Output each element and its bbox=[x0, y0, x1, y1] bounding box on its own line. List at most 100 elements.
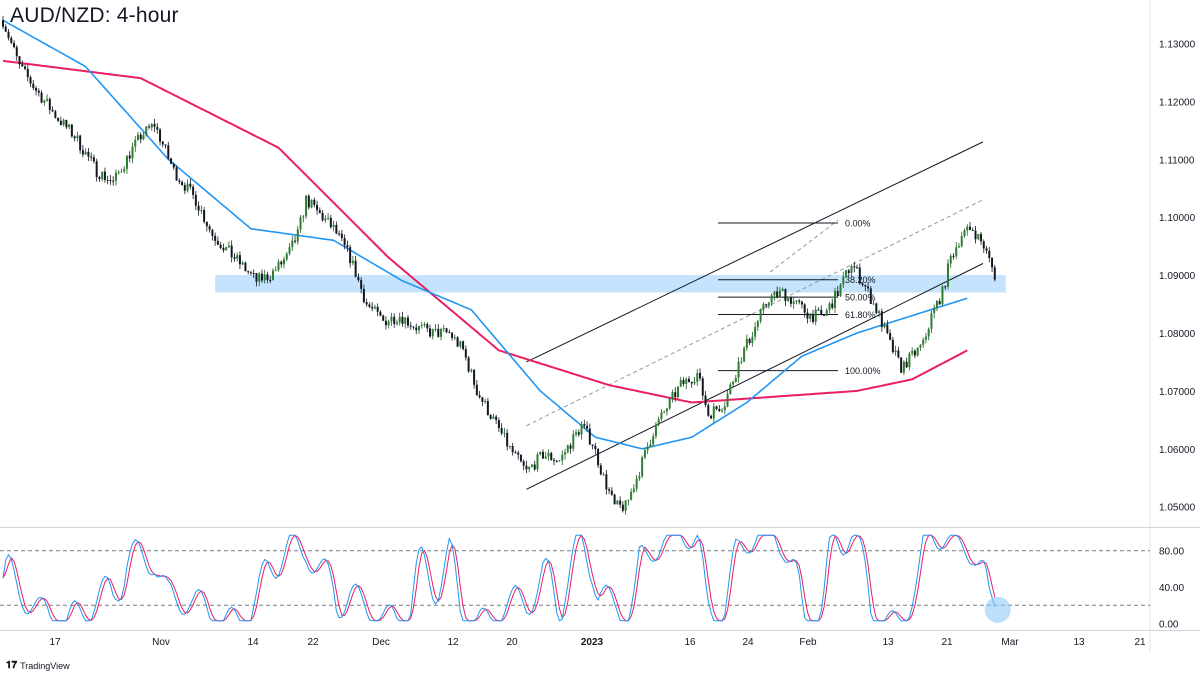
candle-body bbox=[101, 171, 104, 180]
candle-body bbox=[313, 199, 316, 205]
candle-body bbox=[172, 163, 175, 168]
candle-body bbox=[756, 321, 759, 328]
candle-body bbox=[905, 361, 908, 368]
candle-body bbox=[316, 204, 319, 211]
candle-body bbox=[969, 226, 972, 230]
price-axis-tick-label: 1.11000 bbox=[1159, 155, 1195, 166]
candle-body bbox=[153, 123, 156, 127]
candle-body bbox=[902, 361, 905, 373]
candle-body bbox=[393, 316, 396, 324]
candle-body bbox=[974, 230, 977, 240]
candle-body bbox=[900, 357, 903, 373]
fib-level-label: 0.00% bbox=[845, 218, 871, 228]
candle-body bbox=[734, 377, 737, 382]
candle-body bbox=[497, 420, 500, 428]
candle-body bbox=[98, 177, 101, 180]
candle-body bbox=[131, 146, 134, 159]
candle-body bbox=[701, 378, 704, 396]
candle-body bbox=[114, 172, 117, 181]
candle-body bbox=[861, 283, 864, 286]
candle-body bbox=[991, 258, 994, 268]
candle-body bbox=[737, 361, 740, 378]
candle-body bbox=[255, 273, 258, 282]
candle-body bbox=[112, 180, 115, 182]
candle-body bbox=[62, 119, 65, 126]
candle-body bbox=[690, 381, 693, 384]
candle-body bbox=[941, 286, 944, 305]
candle-body bbox=[125, 155, 128, 169]
candle-body bbox=[145, 126, 148, 136]
channel-mid-line bbox=[526, 199, 984, 427]
candle-body bbox=[263, 274, 266, 281]
candle-body bbox=[933, 307, 936, 314]
candle-body bbox=[285, 253, 288, 260]
candle-body bbox=[685, 378, 688, 384]
candle-body bbox=[401, 316, 404, 324]
candle-body bbox=[335, 224, 338, 234]
candle-body bbox=[120, 171, 123, 173]
candle-body bbox=[853, 266, 856, 268]
candle-body bbox=[597, 449, 600, 466]
candle-body bbox=[836, 290, 839, 297]
candle-body bbox=[674, 392, 677, 398]
candle-body bbox=[789, 296, 792, 304]
candle-body bbox=[922, 339, 925, 345]
candle-body bbox=[357, 276, 360, 281]
candle-body bbox=[676, 386, 679, 398]
candle-body bbox=[156, 126, 159, 130]
candle-body bbox=[456, 337, 459, 347]
candle-body bbox=[558, 460, 561, 462]
candle-body bbox=[723, 406, 726, 411]
candle-body bbox=[81, 150, 84, 155]
candle-body bbox=[87, 151, 90, 157]
candle-body bbox=[575, 432, 578, 435]
candle-body bbox=[726, 394, 729, 407]
candle-body bbox=[429, 328, 432, 337]
fib-level-label: 100.00% bbox=[845, 366, 881, 376]
candle-body bbox=[222, 248, 225, 251]
candle-body bbox=[406, 317, 409, 326]
candle-body bbox=[787, 296, 790, 301]
candle-body bbox=[850, 266, 853, 274]
candle-body bbox=[426, 324, 429, 329]
candle-body bbox=[79, 135, 82, 151]
candle-body bbox=[194, 194, 197, 206]
candle-body bbox=[379, 311, 382, 316]
time-axis-tick-label: 14 bbox=[247, 637, 259, 648]
candle-body bbox=[858, 267, 861, 284]
candle-body bbox=[988, 250, 991, 259]
time-axis-tick-label: 21 bbox=[1134, 637, 1146, 648]
price-axis-tick-label: 1.08000 bbox=[1159, 329, 1196, 340]
candle-body bbox=[244, 262, 247, 272]
candle-body bbox=[117, 171, 120, 173]
candle-body bbox=[616, 500, 619, 505]
candle-body bbox=[643, 450, 646, 458]
price-axis-tick-label: 1.07000 bbox=[1159, 387, 1196, 398]
candle-body bbox=[834, 290, 837, 308]
candle-body bbox=[712, 406, 715, 419]
candle-body bbox=[354, 260, 357, 277]
candle-body bbox=[48, 99, 51, 110]
candle-body bbox=[387, 321, 390, 326]
candle-body bbox=[95, 161, 98, 178]
candle-body bbox=[404, 317, 407, 324]
candle-body bbox=[878, 311, 881, 314]
candle-body bbox=[935, 301, 938, 308]
candle-body bbox=[159, 129, 162, 142]
candle-body bbox=[484, 401, 487, 403]
candle-body bbox=[894, 350, 897, 353]
candle-body bbox=[795, 300, 798, 302]
candle-body bbox=[65, 119, 68, 128]
candle-body bbox=[40, 92, 43, 103]
candle-body bbox=[671, 392, 674, 398]
candle-body bbox=[533, 464, 536, 470]
candle-body bbox=[913, 350, 916, 356]
oscillator-axis-tick-label: 0.00 bbox=[1159, 619, 1179, 630]
candle-body bbox=[508, 445, 511, 447]
candle-body bbox=[916, 347, 919, 356]
candle-body bbox=[459, 341, 462, 347]
candle-body bbox=[57, 117, 60, 121]
candle-body bbox=[550, 452, 553, 460]
candle-body bbox=[624, 500, 627, 511]
